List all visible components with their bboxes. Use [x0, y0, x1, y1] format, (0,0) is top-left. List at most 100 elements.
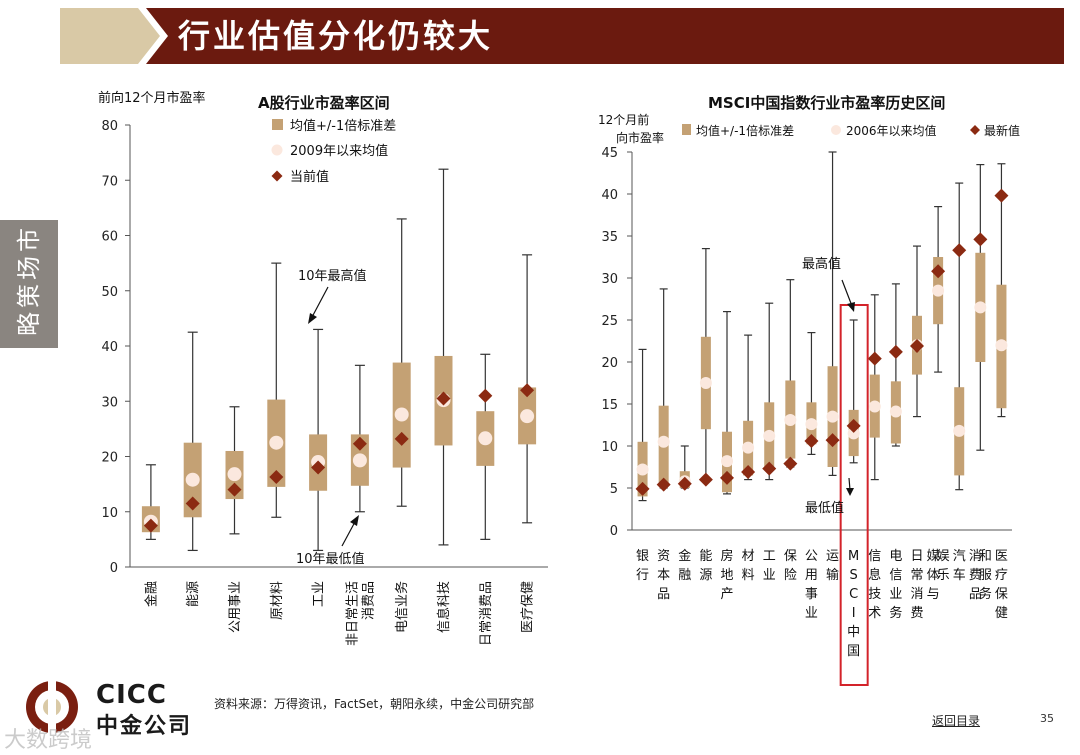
x-category-char: 本 — [657, 568, 670, 583]
current-value-marker — [720, 470, 734, 485]
x-category-char: 电 — [889, 549, 902, 564]
current-value-marker — [994, 188, 1009, 203]
mean-dot — [269, 435, 284, 450]
x-category-char: 健 — [995, 606, 1008, 621]
mean-dot — [227, 467, 242, 482]
x-category-char: I — [852, 606, 856, 621]
y-tick-label: 0 — [110, 561, 118, 576]
page-number: 35 — [1040, 712, 1054, 725]
x-category-label: 原材料 — [270, 581, 285, 620]
mean-dot — [847, 427, 860, 440]
y-tick-label: 10 — [101, 506, 118, 521]
mean-dot — [185, 472, 200, 487]
x-category-char: 费 — [969, 568, 982, 583]
y-tick-label: 20 — [601, 356, 618, 371]
x-category-char: 体 — [927, 568, 940, 583]
x-category-char: 业 — [889, 587, 902, 602]
x-category-char: 险 — [784, 568, 797, 583]
annotation-max-arrowhead — [847, 302, 855, 312]
mean-dot — [784, 413, 797, 426]
side-section-tab[interactable]: 市场策略 — [0, 220, 58, 348]
x-category-label: 医疗保健 — [521, 581, 536, 633]
current-value-marker — [931, 264, 946, 279]
x-category-char: 中 — [847, 625, 860, 640]
x-category-char: 乐 — [937, 568, 950, 583]
mean-dot — [721, 455, 733, 468]
x-category-label: 信息科技 — [436, 581, 452, 633]
current-value-marker — [846, 418, 861, 433]
current-value-marker — [677, 476, 692, 491]
x-category-char: 运 — [826, 549, 839, 564]
annotation-max-arrow — [841, 279, 853, 307]
x-category-char: 业 — [805, 606, 818, 621]
mean-dot — [478, 431, 493, 446]
chart-title: MSCI中国指数行业市盈率历史区间 — [708, 94, 945, 112]
mean-dot — [699, 377, 712, 389]
current-value-marker — [478, 388, 493, 403]
mean-dot — [826, 410, 839, 423]
x-category-char: 输 — [826, 567, 839, 583]
current-value-marker — [741, 465, 756, 480]
x-category-char: 事 — [805, 587, 818, 602]
x-category-char: 和 — [979, 549, 992, 564]
x-category-char: 地 — [720, 568, 733, 583]
side-tab-char: 略 — [15, 312, 43, 336]
mean-dot — [805, 418, 818, 431]
y-tick-label: 40 — [601, 188, 618, 203]
current-value-marker — [867, 351, 882, 366]
current-value-marker — [635, 481, 650, 496]
y-tick-label: 70 — [101, 174, 118, 189]
mean-dot — [932, 284, 945, 297]
x-category-label: 工业 — [312, 581, 327, 607]
mean-dot — [889, 405, 902, 418]
legend-current-swatch — [271, 170, 283, 182]
x-category-char: 技 — [868, 587, 881, 602]
current-value-marker — [269, 469, 284, 484]
title-bar: 行业估值分化仍较大 — [0, 8, 1080, 64]
legend-mean-label: 2006年以来均值 — [846, 123, 937, 138]
mean-dot — [953, 424, 966, 437]
mean-dot — [742, 441, 755, 454]
x-category-char: 品 — [657, 587, 670, 602]
mean-dot — [352, 453, 367, 468]
current-value-marker — [143, 518, 158, 533]
x-category-char: 材 — [742, 549, 755, 564]
x-category-char: 公 — [805, 549, 818, 564]
x-category-char: 日 — [910, 549, 923, 564]
x-category-char: 媒 — [927, 549, 940, 564]
title-accent-shape — [60, 8, 160, 64]
side-tab-char: 市 — [15, 228, 43, 252]
x-category-char: 金 — [678, 548, 691, 564]
x-category-label: 能源 — [186, 581, 201, 607]
mean-dot — [657, 435, 670, 448]
current-value-marker — [973, 232, 988, 247]
legend-band-label: 均值+/-1倍标准差 — [696, 123, 794, 138]
current-value-marker — [185, 496, 200, 511]
x-category-label: 电信业务 — [394, 581, 410, 633]
y-tick-label: 30 — [101, 395, 118, 410]
title-banner — [60, 8, 1064, 64]
x-category-char: 能 — [699, 549, 712, 564]
current-value-marker — [952, 243, 967, 258]
current-value-marker — [352, 436, 367, 451]
annotation-max-arrowhead — [308, 313, 317, 324]
y-tick-label: 15 — [601, 398, 618, 413]
x-category-char: 源 — [699, 568, 712, 583]
x-category-label: 消费品 — [361, 581, 376, 620]
back-to-contents-link[interactable]: 返回目录 — [932, 714, 981, 728]
x-category-char: 信 — [889, 568, 902, 583]
x-category-char: 信 — [868, 549, 881, 564]
current-value-marker — [227, 482, 242, 497]
x-category-char: 保 — [995, 587, 1008, 602]
y-tick-label: 20 — [101, 451, 118, 466]
current-value-marker — [698, 472, 713, 487]
annotation-min-arrowhead — [350, 515, 359, 526]
source-note: 资料来源：万得资讯，FactSet，朝阳永续，中金公司研究部 — [214, 697, 535, 711]
x-category-char: 用 — [805, 568, 818, 583]
x-category-char: 国 — [847, 644, 860, 659]
y-axis-label: 12个月前 — [598, 112, 649, 127]
x-category-char: 品 — [969, 587, 982, 602]
x-category-char: 资 — [657, 549, 670, 564]
side-section-label: 市场策略 — [14, 226, 44, 338]
